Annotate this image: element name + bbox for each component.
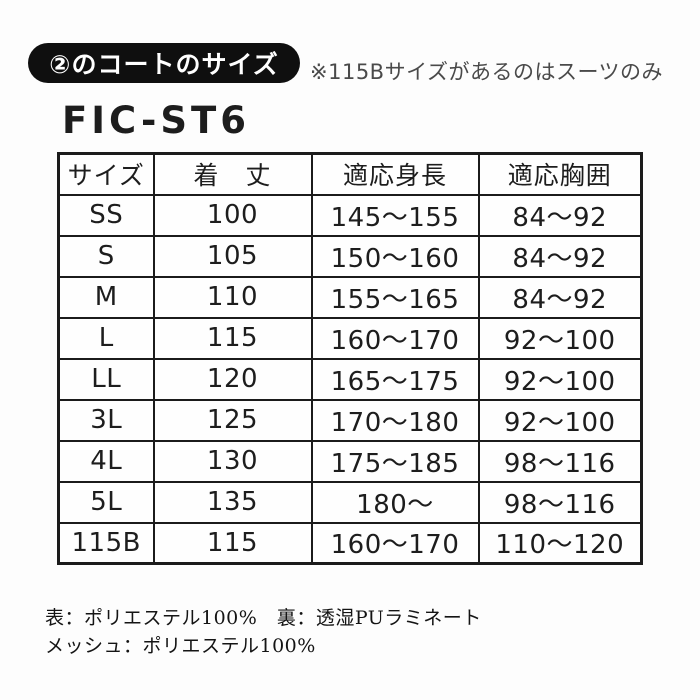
table-row: L 115 160〜170 92〜100 [57, 316, 643, 360]
col-header-height-range: 適応身長 [310, 152, 480, 196]
height-range-cell: 175〜185 [310, 439, 480, 483]
size-cell: 115B [57, 521, 155, 565]
height-range-cell: 170〜180 [310, 398, 480, 442]
size-cell: S [57, 234, 155, 278]
size-cell: 5L [57, 480, 155, 524]
material-info: 表：ポリエステル100% 裏：透湿PUラミネート メッシュ：ポリエステル100% [45, 604, 482, 660]
table-row: 4L 130 175〜185 98〜116 [57, 439, 643, 483]
chest-range-cell: 98〜116 [477, 480, 643, 524]
section-badge: ②のコートのサイズ [28, 43, 300, 83]
chest-range-cell: 92〜100 [477, 316, 643, 360]
table-row: 115B 115 160〜170 110〜120 [57, 521, 643, 565]
size-cell: SS [57, 193, 155, 237]
chest-range-cell: 98〜116 [477, 439, 643, 483]
chest-range-cell: 92〜100 [477, 398, 643, 442]
chest-range-cell: 92〜100 [477, 357, 643, 401]
section-badge-label: ②のコートのサイズ [49, 50, 279, 79]
col-header-chest-range: 適応胸囲 [477, 152, 643, 196]
height-range-cell: 160〜170 [310, 521, 480, 565]
length-cell: 130 [152, 439, 313, 483]
size-cell: LL [57, 357, 155, 401]
length-cell: 115 [152, 316, 313, 360]
height-range-cell: 155〜165 [310, 275, 480, 319]
length-cell: 115 [152, 521, 313, 565]
material-line-2: メッシュ：ポリエステル100% [45, 635, 316, 657]
length-cell: 135 [152, 480, 313, 524]
col-header-length: 着 丈 [152, 152, 313, 196]
height-range-cell: 145〜155 [310, 193, 480, 237]
table-row: S 105 150〜160 84〜92 [57, 234, 643, 278]
length-cell: 100 [152, 193, 313, 237]
chest-range-cell: 84〜92 [477, 193, 643, 237]
chest-range-cell: 84〜92 [477, 234, 643, 278]
size-cell: 3L [57, 398, 155, 442]
chest-range-cell: 110〜120 [477, 521, 643, 565]
size-cell: L [57, 316, 155, 360]
size-table: サイズ 着 丈 適応身長 適応胸囲 SS 100 145〜155 84〜92 S… [57, 152, 643, 565]
product-code: FIC-ST6 [62, 99, 251, 142]
table-header-row: サイズ 着 丈 適応身長 適応胸囲 [57, 152, 643, 196]
material-line-1: 表：ポリエステル100% 裏：透湿PUラミネート [45, 607, 482, 629]
height-range-cell: 160〜170 [310, 316, 480, 360]
note-text: ※115Bサイズがあるのはスーツのみ [310, 60, 664, 84]
length-cell: 105 [152, 234, 313, 278]
height-range-cell: 150〜160 [310, 234, 480, 278]
table-row: SS 100 145〜155 84〜92 [57, 193, 643, 237]
size-cell: 4L [57, 439, 155, 483]
length-cell: 125 [152, 398, 313, 442]
chest-range-cell: 84〜92 [477, 275, 643, 319]
table-row: 3L 125 170〜180 92〜100 [57, 398, 643, 442]
length-cell: 120 [152, 357, 313, 401]
table-row: LL 120 165〜175 92〜100 [57, 357, 643, 401]
height-range-cell: 180〜 [310, 480, 480, 524]
length-cell: 110 [152, 275, 313, 319]
size-cell: M [57, 275, 155, 319]
table-row: 5L 135 180〜 98〜116 [57, 480, 643, 524]
col-header-size: サイズ [57, 152, 155, 196]
height-range-cell: 165〜175 [310, 357, 480, 401]
table-row: M 110 155〜165 84〜92 [57, 275, 643, 319]
